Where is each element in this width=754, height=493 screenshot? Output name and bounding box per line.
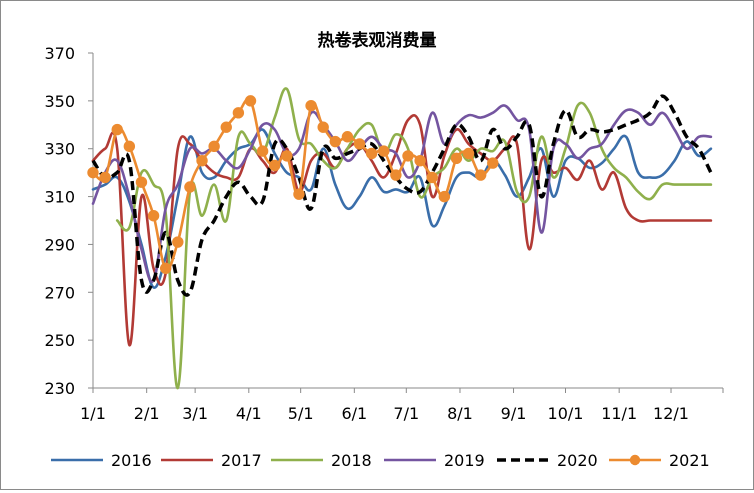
- point-2021: [172, 236, 184, 248]
- x-tick-label: 12/1: [653, 404, 689, 423]
- point-2021: [196, 154, 208, 167]
- plot-area: [87, 87, 713, 390]
- legend-marker: [629, 454, 641, 466]
- point-2021: [111, 123, 123, 136]
- point-2021: [365, 147, 378, 160]
- legend-label: 2020: [557, 451, 598, 470]
- point-2021: [208, 140, 220, 153]
- y-tick-label: 250: [44, 331, 75, 350]
- x-tick-label: 10/1: [548, 404, 584, 423]
- x-tick-label: 6/1: [341, 404, 367, 423]
- legend-item-2021: 2021: [609, 451, 710, 470]
- legend: 2016 2017 2018 2019 2020 2021: [51, 451, 710, 470]
- x-tick-label: 5/1: [288, 404, 314, 423]
- point-2021: [159, 262, 172, 275]
- series-line-2019: [91, 104, 713, 283]
- point-2021: [487, 157, 499, 169]
- point-2021: [256, 145, 269, 157]
- y-tick-label: 290: [44, 235, 75, 254]
- legend-label: 2021: [669, 451, 710, 470]
- y-tick-label: 350: [44, 92, 75, 111]
- y-tick-label: 370: [44, 44, 75, 63]
- x-tick-label: 7/1: [393, 404, 419, 423]
- series-line-2018: [115, 87, 713, 390]
- point-2021: [99, 171, 111, 184]
- point-2021: [220, 121, 232, 133]
- point-2021: [244, 95, 257, 107]
- point-2021: [305, 99, 317, 112]
- point-2021: [184, 181, 196, 193]
- point-2021: [147, 210, 160, 222]
- y-tick-label: 270: [44, 283, 75, 302]
- point-2021: [474, 169, 487, 181]
- point-2021: [390, 169, 402, 181]
- series-line-2020: [91, 94, 713, 297]
- point-2021: [378, 145, 390, 157]
- point-2021: [87, 166, 99, 179]
- point-2021: [123, 140, 136, 153]
- legend-item-2020: 2020: [497, 451, 598, 470]
- series-line-2021: [91, 97, 495, 271]
- point-2021: [293, 188, 305, 200]
- legend-item-2016: 2016: [51, 451, 152, 470]
- legend-item-2017: 2017: [161, 451, 262, 470]
- point-2021: [414, 154, 426, 167]
- point-2021: [317, 121, 329, 133]
- point-2021: [462, 147, 475, 160]
- x-tick-label: 9/1: [501, 404, 527, 423]
- series-line-2017: [91, 114, 713, 347]
- point-2021: [402, 150, 414, 162]
- y-tick-label: 330: [44, 140, 75, 159]
- legend-label: 2017: [221, 451, 262, 470]
- x-tick-label: 8/1: [447, 404, 473, 423]
- legend-label: 2016: [111, 451, 152, 470]
- legend-item-2019: 2019: [384, 451, 485, 470]
- point-2021: [281, 150, 293, 162]
- point-2021: [329, 135, 342, 148]
- point-2021: [341, 131, 354, 143]
- point-2021: [426, 171, 438, 184]
- axes: 230 250 270 290 310 330 350 370 1/1 2/1 3/1 4/1 5/1 6…: [44, 44, 724, 423]
- chart-title: 热卷表观消费量: [318, 30, 437, 51]
- x-tick-label: 2/1: [134, 404, 160, 423]
- point-2021: [353, 138, 366, 150]
- y-tick-label: 310: [44, 188, 75, 207]
- point-2021: [450, 152, 463, 164]
- point-2021: [232, 107, 245, 119]
- legend-label: 2018: [331, 451, 372, 470]
- point-2021: [438, 190, 451, 203]
- x-tick-label: 11/1: [601, 404, 637, 423]
- legend-label: 2019: [444, 451, 485, 470]
- y-tick-label: 230: [44, 379, 75, 398]
- point-2021: [269, 159, 281, 172]
- legend-item-2018: 2018: [271, 451, 372, 470]
- x-tick-label: 4/1: [236, 404, 262, 423]
- x-tick-label: 1/1: [80, 404, 106, 423]
- point-2021: [135, 176, 148, 188]
- x-tick-label: 3/1: [182, 404, 208, 423]
